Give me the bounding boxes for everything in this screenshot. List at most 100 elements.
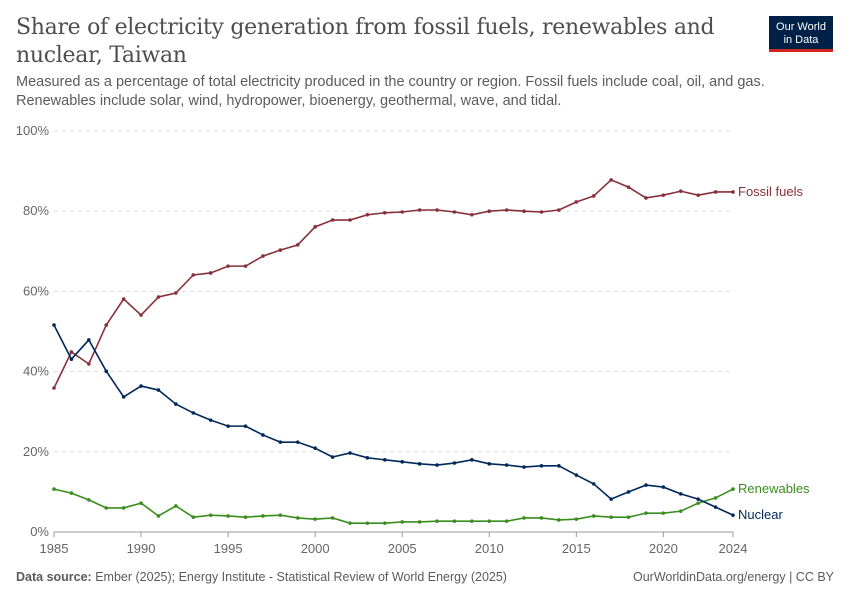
data-point <box>295 440 300 444</box>
data-point <box>557 208 561 212</box>
data-point <box>539 516 544 520</box>
series-line-fossil-fuels <box>53 178 733 389</box>
y-tick-label: 60% <box>23 283 49 298</box>
data-point <box>591 482 596 486</box>
data-point <box>382 458 387 462</box>
data-point <box>139 313 143 317</box>
data-point <box>226 264 230 268</box>
data-point <box>330 516 335 520</box>
data-point <box>121 395 126 399</box>
data-point <box>174 504 178 508</box>
series-label: Renewables <box>738 481 810 496</box>
data-source: Data source: Ember (2025); Energy Instit… <box>16 570 507 584</box>
data-point <box>417 208 422 212</box>
credit-link[interactable]: OurWorldinData.org/energy | CC BY <box>632 570 834 584</box>
data-point <box>574 200 579 204</box>
x-tick-label: 2010 <box>475 541 504 556</box>
data-point <box>487 209 492 213</box>
data-point <box>191 411 196 415</box>
x-tick-label: 1995 <box>214 541 243 556</box>
data-point <box>121 297 126 301</box>
data-point <box>208 418 213 422</box>
data-point <box>452 210 457 214</box>
data-point <box>261 433 265 437</box>
series-line-renewables <box>53 488 734 524</box>
data-point <box>678 509 683 513</box>
y-tick-label: 100% <box>16 123 50 138</box>
data-point <box>626 185 631 189</box>
data-point <box>226 424 230 428</box>
data-point <box>104 323 109 327</box>
data-point <box>208 271 213 275</box>
data-point <box>644 511 648 515</box>
data-point <box>208 513 213 517</box>
data-point <box>348 521 352 525</box>
data-point <box>574 517 579 521</box>
data-point <box>87 338 91 342</box>
source-label: Data source: <box>16 570 92 584</box>
x-tick-label: 2005 <box>388 541 417 556</box>
data-point <box>278 248 283 252</box>
data-point <box>574 473 579 477</box>
data-point <box>69 350 74 354</box>
data-point <box>678 492 683 496</box>
data-point <box>470 458 474 462</box>
data-point <box>400 460 405 464</box>
data-point <box>174 291 178 295</box>
data-point <box>295 243 300 247</box>
data-point <box>609 178 613 182</box>
x-tick-label: 2020 <box>649 541 678 556</box>
data-point <box>156 514 161 518</box>
data-point <box>295 516 300 520</box>
data-point <box>330 218 335 222</box>
data-point <box>261 254 265 258</box>
x-tick-label: 1990 <box>127 541 156 556</box>
data-point <box>139 501 143 505</box>
data-point <box>522 209 526 213</box>
data-point <box>104 506 109 510</box>
data-point <box>121 506 126 510</box>
data-point <box>156 295 161 299</box>
y-tick-label: 20% <box>23 444 49 459</box>
data-point <box>644 483 648 487</box>
data-point <box>400 210 405 214</box>
data-point <box>330 455 335 459</box>
data-point <box>278 513 283 517</box>
data-point <box>644 196 648 200</box>
x-tick-label: 2024 <box>719 541 748 556</box>
data-point <box>69 491 74 495</box>
data-point <box>365 213 370 217</box>
data-point <box>435 463 439 467</box>
x-tick-label: 2015 <box>562 541 591 556</box>
y-tick-label: 40% <box>23 364 49 379</box>
data-point <box>348 218 352 222</box>
x-tick-label: 2000 <box>301 541 330 556</box>
series-line-nuclear <box>53 324 734 516</box>
owid-logo[interactable]: Our World in Data <box>769 16 833 52</box>
data-point <box>678 189 683 193</box>
data-point <box>504 208 509 212</box>
data-point <box>435 208 439 212</box>
data-point <box>713 496 718 500</box>
data-point <box>609 497 613 501</box>
data-point <box>626 490 631 494</box>
chart-subtitle: Measured as a percentage of total electr… <box>16 74 765 109</box>
data-point <box>591 514 596 518</box>
data-point <box>731 487 735 491</box>
data-point <box>52 386 56 390</box>
data-point <box>470 519 474 523</box>
data-point <box>731 190 735 194</box>
data-point <box>713 505 718 509</box>
data-point <box>417 520 422 524</box>
data-point <box>243 264 248 268</box>
data-point <box>696 193 700 197</box>
y-tick-label: 0% <box>30 524 49 539</box>
series-label: Fossil fuels <box>738 184 804 199</box>
data-point <box>226 514 230 518</box>
x-tick-label: 1985 <box>40 541 69 556</box>
data-point <box>348 451 352 455</box>
data-point <box>382 211 387 215</box>
data-point <box>435 519 439 523</box>
data-point <box>539 210 544 214</box>
